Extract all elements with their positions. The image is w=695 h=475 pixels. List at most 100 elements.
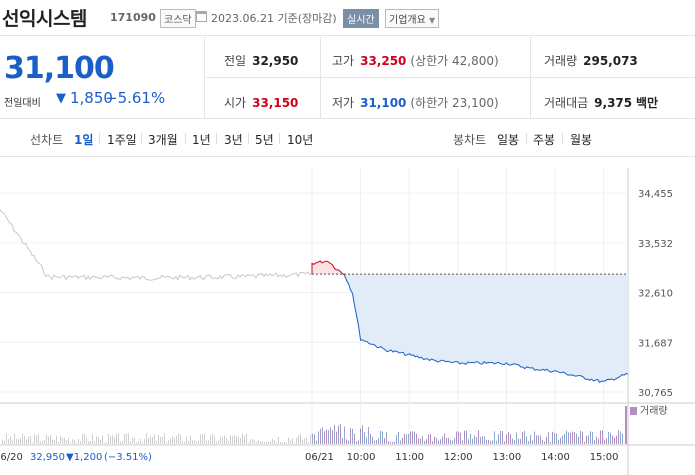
amount-label: 거래대금	[544, 96, 589, 110]
volume-bar	[180, 434, 181, 444]
volume-bar	[182, 441, 183, 444]
volume-bar	[298, 435, 299, 444]
volume-bar	[625, 406, 627, 444]
volume-bar	[408, 434, 409, 444]
volume-bar	[340, 424, 341, 444]
period-1y[interactable]: 1년	[192, 133, 211, 147]
volume-bar	[354, 433, 355, 444]
company-info-label: 기업개요	[389, 15, 426, 26]
volume-bar	[34, 434, 35, 444]
volume-bar	[602, 430, 603, 444]
low-price: 저가 31,100 (하한가 23,100)	[332, 94, 499, 111]
volume-bar	[380, 430, 381, 444]
volume-bar	[422, 435, 423, 444]
volume-bar	[398, 431, 399, 444]
volume-bar	[438, 440, 439, 444]
volume-bar	[580, 430, 581, 444]
period-5y[interactable]: 5년	[255, 133, 274, 147]
volume-bar	[210, 435, 211, 444]
volume-bar	[372, 436, 373, 444]
price-box: 31,100 전일대비 ▼ 1,850 −5.61%	[0, 37, 205, 119]
volume-bar	[462, 440, 463, 444]
volume-bar	[252, 439, 253, 444]
volume-bar	[594, 440, 595, 444]
volume-bar	[86, 437, 87, 444]
volume-bar	[508, 432, 509, 444]
volume-bar	[586, 435, 587, 444]
volume-bar	[74, 439, 75, 444]
volume-bar	[62, 437, 63, 444]
y-tick-label: 34,455	[638, 189, 673, 200]
volume-bar	[48, 436, 49, 444]
volume-bar	[374, 440, 375, 444]
volume-bar	[208, 440, 209, 444]
volume-bar	[520, 438, 521, 444]
volume-bar	[272, 438, 273, 444]
company-info-button[interactable]: 기업개요 ▼	[385, 9, 440, 28]
volume-bar	[490, 441, 491, 444]
volume-bar	[444, 433, 445, 444]
upper-limit: (상한가 42,800)	[410, 54, 499, 68]
period-1d[interactable]: 1일	[74, 133, 94, 147]
divider	[320, 37, 321, 119]
volume-bar	[268, 441, 269, 444]
volume-bar	[432, 441, 433, 444]
volume-bar	[4, 440, 5, 444]
volume-bar	[70, 442, 71, 444]
candle-weekly[interactable]: 주봉	[533, 133, 556, 147]
prev-close: 전일 32,950	[224, 52, 298, 69]
volume-bar	[148, 438, 149, 444]
volume-bar	[592, 431, 593, 444]
volume-bar	[356, 441, 357, 444]
volume-bar	[544, 441, 545, 444]
volume-bar	[68, 437, 69, 444]
volume-bar	[142, 442, 143, 444]
volume-bar	[524, 430, 525, 444]
volume-bar	[236, 436, 237, 444]
period-3m[interactable]: 3개월	[148, 133, 178, 147]
volume-bar	[452, 440, 453, 444]
volume-bar	[66, 440, 67, 444]
volume-bar	[168, 440, 169, 444]
period-10y[interactable]: 10년	[287, 133, 314, 147]
volume-bar	[144, 438, 145, 444]
volume-bar	[104, 442, 105, 444]
volume-bar	[612, 435, 613, 444]
period-3y[interactable]: 3년	[224, 133, 243, 147]
as-of-date: 2023.06.21 기준(장마감)	[211, 12, 337, 25]
volume-bar	[578, 436, 579, 444]
divider	[99, 133, 100, 144]
volume-bar	[600, 430, 601, 444]
volume-value: 295,073	[583, 54, 638, 68]
period-1w[interactable]: 1주일	[107, 133, 137, 147]
volume-bar	[26, 439, 27, 444]
change-rate: −5.61%	[105, 89, 166, 107]
volume-bar	[18, 439, 19, 444]
candle-monthly[interactable]: 월봉	[570, 133, 593, 147]
volume-bar	[124, 433, 125, 444]
realtime-button[interactable]: 실시간	[343, 9, 379, 28]
candle-daily[interactable]: 일봉	[497, 133, 520, 147]
volume-bar	[420, 438, 421, 444]
volume-bar	[246, 433, 247, 444]
volume-bar	[506, 434, 507, 444]
volume-bar	[358, 440, 359, 444]
volume-bar	[154, 434, 155, 444]
volume-bar	[94, 441, 95, 444]
volume-bar	[610, 432, 611, 444]
volume-bar	[456, 431, 457, 444]
volume-bar	[554, 432, 555, 444]
volume-bar	[324, 431, 325, 444]
today-series-line	[343, 274, 629, 383]
volume-bar	[300, 434, 301, 444]
y-tick-label: 32,610	[638, 289, 673, 300]
volume-bar	[122, 440, 123, 444]
volume-bar	[200, 434, 201, 444]
footer-close: 32,950	[30, 452, 65, 463]
volume-bar	[410, 431, 411, 444]
volume-bar	[566, 430, 567, 444]
volume-bar	[96, 436, 97, 444]
calendar-icon	[196, 11, 207, 22]
volume-bar	[30, 436, 31, 444]
volume-bar	[232, 436, 233, 444]
